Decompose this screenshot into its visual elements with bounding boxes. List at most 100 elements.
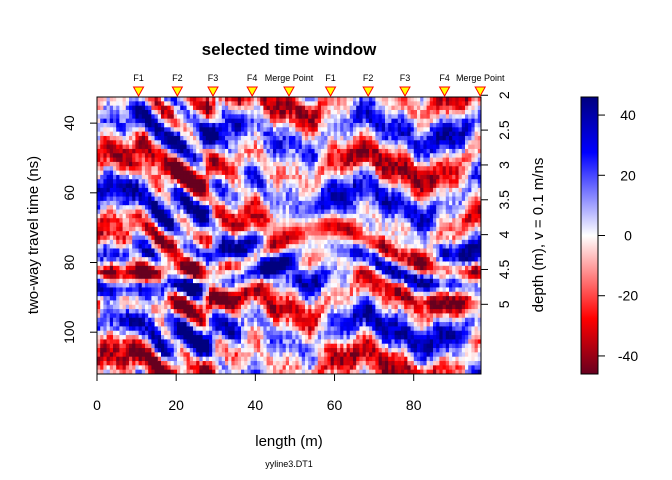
heatmap-cell [343,222,348,228]
heatmap-cell [186,170,191,176]
heatmap-cell [273,101,277,107]
heatmap-cell [109,140,114,146]
heatmap-cell [119,97,124,102]
heatmap-cell [311,218,316,224]
heatmap-cell [231,313,236,319]
heatmap-cell [333,209,338,215]
heatmap-cell [97,174,101,180]
heatmap-cell [305,109,309,115]
heatmap-cell [340,309,344,315]
heatmap-cell [311,174,316,180]
heatmap-cell [282,166,287,172]
heatmap-cell [244,101,248,107]
heatmap-cell [231,361,236,366]
heatmap-cell [180,105,184,111]
heatmap-cell [173,140,178,146]
heatmap-cell [269,283,274,289]
heatmap-cell [177,174,181,180]
heatmap-cell [103,127,108,133]
heatmap-cell [253,161,258,167]
heatmap-cell [298,205,303,211]
heatmap-cell [282,326,287,332]
heatmap-cell [231,239,236,245]
heatmap-cell [215,274,220,280]
heatmap-cell [106,127,111,133]
heatmap-cell [273,114,277,120]
heatmap-cell [337,105,341,111]
heatmap-cell [196,309,200,315]
heatmap-cell [340,296,344,302]
heatmap-cell [276,265,280,271]
heatmap-cell [308,300,312,306]
heatmap-cell [183,265,188,271]
heatmap-cell [314,179,319,185]
heatmap-cell [260,166,264,172]
heatmap-cell [221,283,226,289]
heatmap-cell [157,252,162,258]
heatmap-cell [209,148,213,154]
heatmap-cell [244,122,248,128]
heatmap-cell [279,278,284,284]
heatmap-cell [260,127,264,133]
heatmap-cell [209,248,213,254]
heatmap-cell [125,287,130,293]
heatmap-cell [308,200,312,206]
heatmap-cell [97,322,101,327]
heatmap-cell [321,235,325,241]
heatmap-cell [189,174,194,180]
heatmap-cell [311,192,316,198]
heatmap-cell [321,248,325,254]
heatmap-cell [276,131,280,137]
heatmap-cell [167,261,172,267]
heatmap-cell [269,135,274,141]
heatmap-cell [161,200,165,206]
heatmap-cell [157,278,162,284]
heatmap-cell [324,161,328,167]
heatmap-cell [199,157,204,163]
heatmap-cell [317,326,322,332]
heatmap-cell [189,239,194,245]
heatmap-cell [228,140,232,146]
heatmap-cell [260,131,264,137]
heatmap-cell [167,231,172,237]
heatmap-cell [308,213,312,219]
heatmap-cell [122,313,127,319]
heatmap-cell [177,291,181,297]
heatmap-cell [113,300,117,306]
heatmap-cell [122,361,127,366]
heatmap-cell [145,283,149,289]
heatmap-cell [141,361,146,366]
heatmap-cell [209,205,213,211]
heatmap-cell [167,226,172,232]
heatmap-cell [161,330,165,336]
heatmap-cell [321,157,325,163]
heatmap-cell [292,261,296,267]
heatmap-cell [298,274,303,280]
heatmap-cell [337,157,341,163]
heatmap-cell [273,261,277,267]
heatmap-cell [317,313,322,319]
heatmap-cell [193,361,197,366]
heatmap-cell [311,157,316,163]
heatmap-cell [157,174,162,180]
heatmap-cell [154,248,159,254]
heatmap-cell [135,326,140,332]
heatmap-cell [189,244,194,250]
heatmap-cell [311,248,316,254]
heatmap-cell [113,174,117,180]
heatmap-cell [260,205,264,211]
heatmap-cell [138,183,143,189]
heatmap-cell [292,304,296,310]
heatmap-cell [164,226,168,232]
heatmap-cell [170,131,175,137]
heatmap-cell [343,131,348,137]
heatmap-cell [113,222,117,228]
heatmap-cell [183,226,188,232]
heatmap-cell [266,174,271,180]
heatmap-cell [161,205,165,211]
heatmap-cell [311,109,316,115]
heatmap-cell [164,109,168,115]
heatmap-cell [97,105,101,111]
heatmap-cell [333,226,338,232]
heatmap-cell [116,118,120,124]
